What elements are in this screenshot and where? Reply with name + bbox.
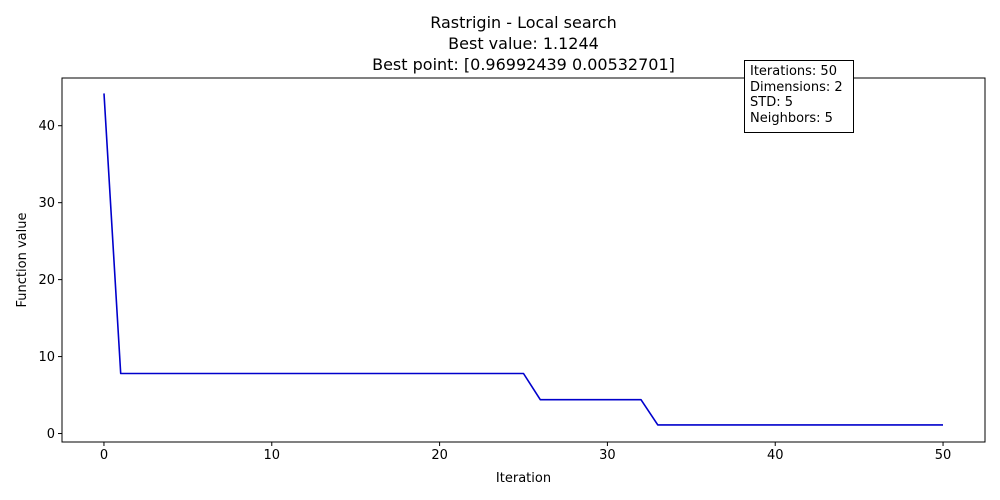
x-tick-label: 50 <box>935 448 952 463</box>
x-axis-ticks: 0 10 20 30 40 50 <box>100 442 952 463</box>
y-tick-label: 30 <box>38 196 55 211</box>
parameters-box: Iterations: 50 Dimensions: 2 STD: 5 Neig… <box>744 60 854 133</box>
x-axis-label: Iteration <box>496 471 551 486</box>
y-axis-label: Function value <box>15 213 30 308</box>
series-group <box>103 93 944 426</box>
info-dimensions: Dimensions: 2 <box>750 79 843 95</box>
series-line <box>103 93 943 426</box>
x-tick-label: 20 <box>431 448 448 463</box>
x-tick-label: 10 <box>263 448 280 463</box>
y-axis-ticks: 0 10 20 30 40 <box>38 119 62 442</box>
info-neighbors: Neighbors: 5 <box>750 110 833 126</box>
chart-subtitle-best-value: Best value: 1.1244 <box>448 34 599 53</box>
x-tick-label: 40 <box>767 448 784 463</box>
x-tick-label: 0 <box>100 448 108 463</box>
y-tick-label: 10 <box>38 350 55 365</box>
info-iterations: Iterations: 50 <box>750 64 837 79</box>
y-tick-label: 0 <box>47 427 55 442</box>
chart-subtitle-best-point: Best point: [0.96992439 0.00532701] <box>372 55 675 74</box>
plot-frame <box>61 77 986 443</box>
y-tick-label: 20 <box>38 273 55 288</box>
chart-title: Rastrigin - Local search <box>430 13 617 32</box>
x-tick-label: 30 <box>599 448 616 463</box>
y-tick-label: 40 <box>38 119 55 134</box>
info-std: STD: 5 <box>750 95 793 110</box>
